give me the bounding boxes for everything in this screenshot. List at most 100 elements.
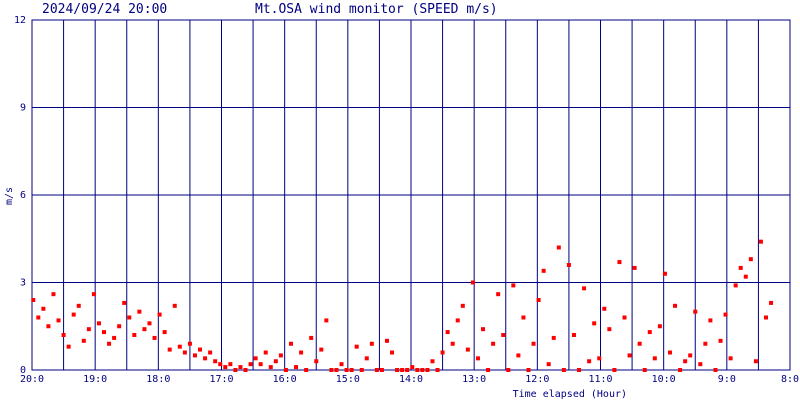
timestamp: 2024/09/24 20:00 xyxy=(42,2,167,17)
data-point xyxy=(152,335,157,340)
x-tick-label: 15:0 xyxy=(336,374,360,385)
data-point xyxy=(430,359,435,364)
data-point xyxy=(703,341,708,346)
data-point xyxy=(667,350,672,355)
data-point xyxy=(309,335,314,340)
data-point xyxy=(66,344,71,349)
y-tick-label: 6 xyxy=(20,190,26,201)
data-point xyxy=(288,341,293,346)
data-point xyxy=(496,292,501,297)
data-point xyxy=(102,330,107,335)
data-point xyxy=(678,368,683,372)
data-point xyxy=(61,333,66,337)
data-point xyxy=(405,368,410,372)
data-point xyxy=(248,362,253,367)
data-point xyxy=(763,315,768,320)
x-tick-label: 12:0 xyxy=(525,374,549,385)
data-point xyxy=(713,368,718,372)
data-point xyxy=(172,303,177,308)
data-point xyxy=(708,318,713,323)
data-point xyxy=(390,350,395,355)
data-point xyxy=(334,368,339,372)
data-point xyxy=(294,365,299,370)
data-point xyxy=(76,303,81,308)
data-point xyxy=(31,298,36,302)
data-point xyxy=(395,368,400,372)
data-point xyxy=(718,338,723,343)
data-point xyxy=(521,315,526,320)
data-point xyxy=(506,368,511,372)
chart-title: Mt.OSA wind monitor (SPEED m/s) xyxy=(255,2,498,17)
data-point xyxy=(127,315,132,320)
data-point xyxy=(137,309,142,314)
data-point xyxy=(81,338,86,343)
data-point xyxy=(228,362,233,367)
y-tick-label: 3 xyxy=(20,278,26,289)
data-point xyxy=(491,341,496,346)
data-point xyxy=(243,368,248,372)
x-tick-label: 19:0 xyxy=(83,374,107,385)
x-tick-label: 16:0 xyxy=(273,374,297,385)
x-tick-label: 10:0 xyxy=(652,374,676,385)
data-point xyxy=(142,327,147,332)
data-point xyxy=(688,353,693,358)
data-point xyxy=(182,350,187,355)
data-point xyxy=(455,318,460,323)
data-point xyxy=(445,330,450,335)
data-point xyxy=(728,356,733,361)
data-point xyxy=(632,265,637,270)
data-point xyxy=(511,283,516,288)
data-point xyxy=(571,333,576,337)
data-point xyxy=(349,368,354,372)
data-point xyxy=(400,368,405,372)
data-point xyxy=(501,333,506,337)
x-tick-label: 11:0 xyxy=(588,374,612,385)
data-point xyxy=(238,365,243,370)
data-point xyxy=(132,333,137,337)
data-point xyxy=(753,359,758,364)
data-point xyxy=(273,359,278,364)
data-point xyxy=(577,368,582,372)
data-point xyxy=(420,368,425,372)
data-point xyxy=(354,344,359,349)
data-point xyxy=(384,338,389,343)
data-point xyxy=(268,365,273,370)
data-point xyxy=(582,286,587,291)
data-point xyxy=(597,356,602,361)
data-point xyxy=(324,318,329,323)
data-point xyxy=(541,268,546,273)
data-point xyxy=(177,344,182,349)
data-point xyxy=(71,312,76,317)
data-point xyxy=(263,350,268,355)
x-axis-label: Time elapsed (Hour) xyxy=(513,389,627,400)
data-point xyxy=(51,292,56,297)
data-point xyxy=(304,368,309,372)
data-point xyxy=(223,365,228,370)
data-point xyxy=(258,362,263,367)
data-point xyxy=(617,260,622,265)
data-point xyxy=(96,321,101,326)
data-point xyxy=(329,368,334,372)
data-point xyxy=(319,347,324,352)
data-point xyxy=(592,321,597,326)
data-point xyxy=(283,368,288,372)
data-point xyxy=(374,368,379,372)
data-point xyxy=(758,239,763,244)
data-point xyxy=(425,368,430,372)
data-point xyxy=(203,356,208,361)
data-point xyxy=(531,341,536,346)
data-point xyxy=(410,365,415,370)
data-point xyxy=(91,292,96,297)
data-point xyxy=(738,265,743,270)
data-point xyxy=(344,368,349,372)
data-point xyxy=(470,280,475,285)
data-point xyxy=(187,341,192,346)
data-point xyxy=(657,324,662,329)
data-point xyxy=(147,321,152,326)
data-point xyxy=(364,356,369,361)
data-point xyxy=(192,353,197,358)
data-point xyxy=(218,362,223,367)
